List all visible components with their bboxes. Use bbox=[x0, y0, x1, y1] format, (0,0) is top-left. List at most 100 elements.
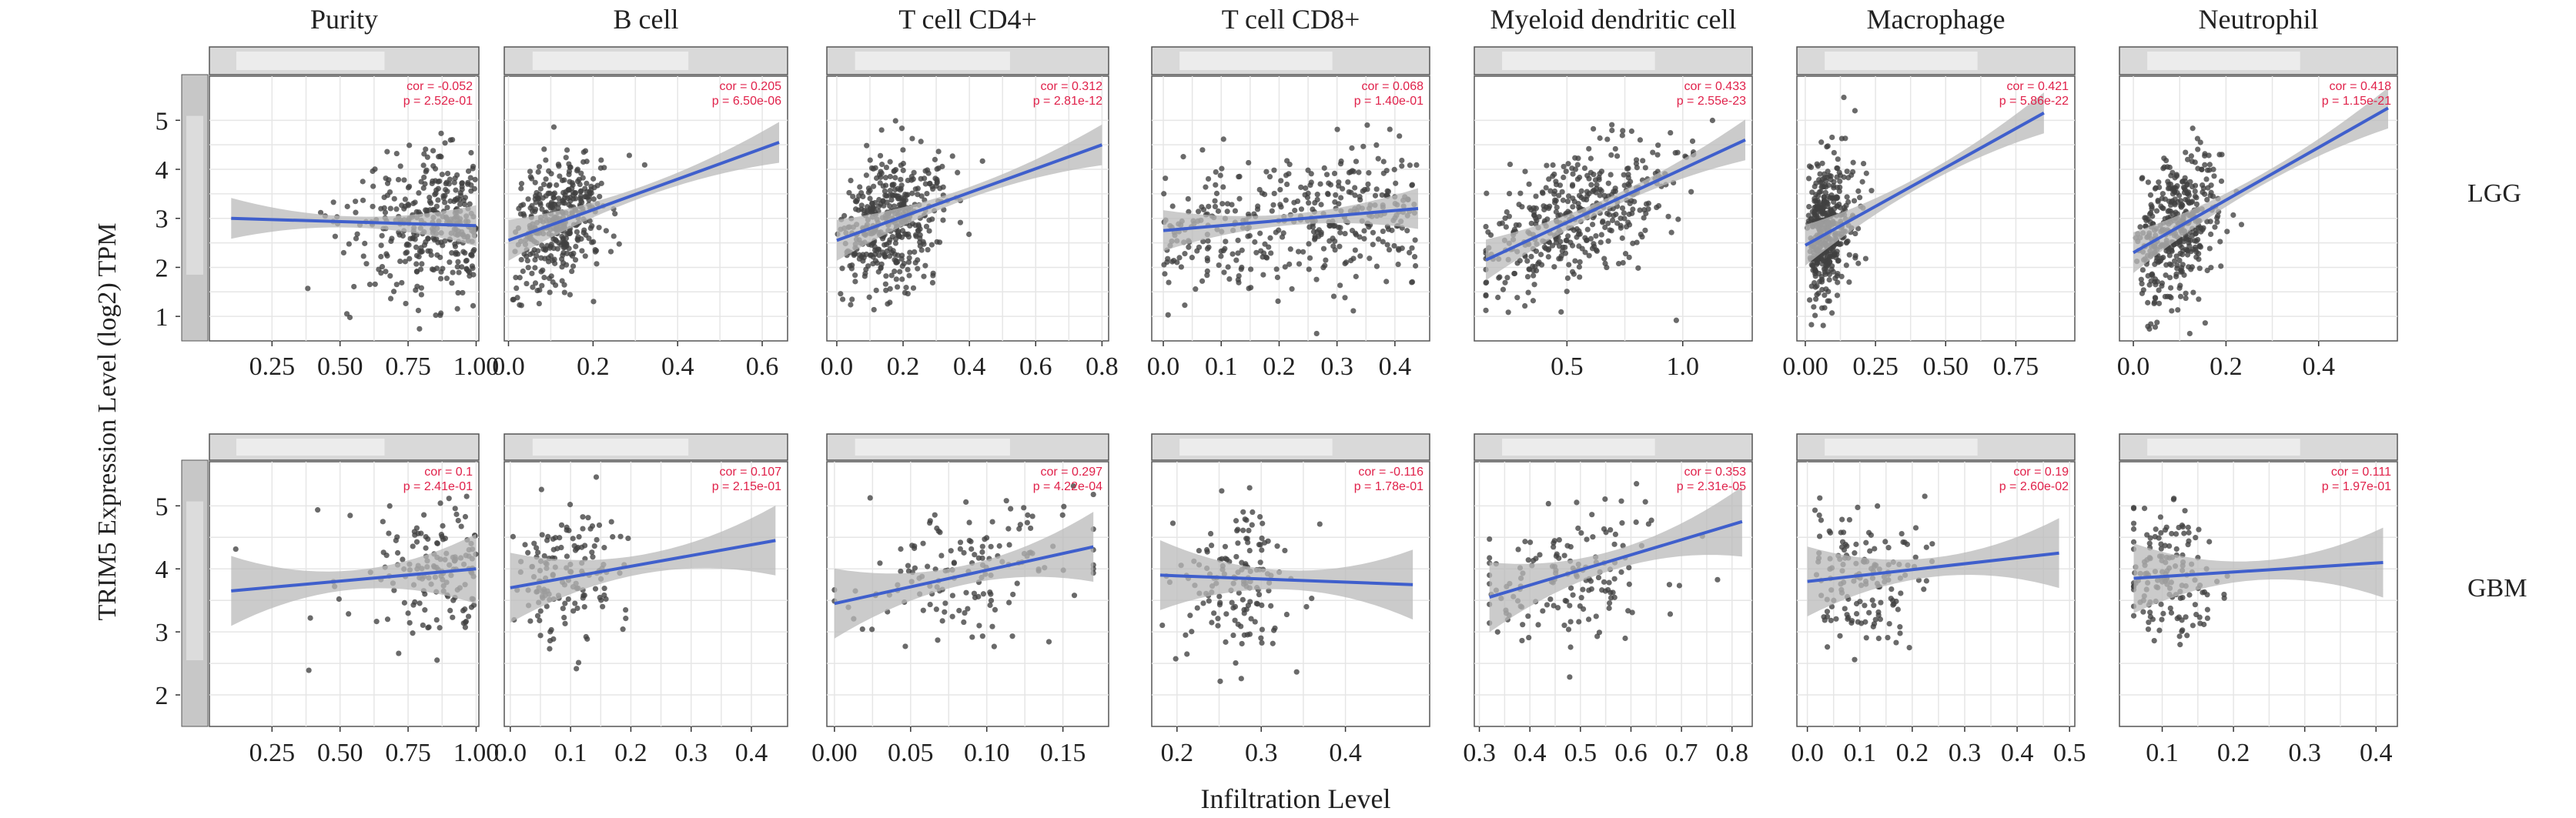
data-point bbox=[1668, 229, 1674, 235]
data-point bbox=[437, 254, 443, 261]
data-point bbox=[1531, 282, 1537, 288]
data-point bbox=[1833, 616, 1839, 622]
data-point bbox=[2139, 281, 2145, 287]
data-point bbox=[2177, 293, 2184, 299]
data-point bbox=[2156, 179, 2162, 185]
data-point bbox=[2206, 167, 2213, 173]
data-point bbox=[1230, 605, 1236, 611]
data-point bbox=[2204, 196, 2210, 203]
data-point bbox=[1626, 254, 1632, 261]
data-point bbox=[517, 302, 523, 308]
data-point bbox=[1274, 543, 1280, 549]
data-point bbox=[1195, 209, 1202, 215]
data-point bbox=[552, 282, 559, 289]
data-point bbox=[2179, 628, 2185, 635]
data-point bbox=[2167, 285, 2174, 291]
data-point bbox=[540, 182, 547, 188]
data-point bbox=[905, 259, 912, 265]
data-point bbox=[551, 190, 558, 196]
data-point bbox=[909, 135, 915, 142]
data-point bbox=[899, 276, 905, 282]
data-point bbox=[1826, 277, 1832, 283]
data-point bbox=[905, 266, 911, 272]
data-point bbox=[933, 183, 939, 189]
data-point bbox=[1630, 240, 1636, 246]
data-point bbox=[550, 206, 557, 212]
data-point bbox=[850, 193, 856, 199]
data-point bbox=[1409, 279, 1416, 285]
data-point bbox=[871, 247, 878, 253]
data-point bbox=[1929, 541, 1935, 547]
x-tick-label: 0.3 bbox=[1320, 352, 1353, 381]
data-point bbox=[1552, 197, 1558, 203]
data-point bbox=[1570, 204, 1576, 210]
data-point bbox=[418, 285, 424, 291]
data-point bbox=[391, 587, 397, 593]
data-point bbox=[1215, 208, 1222, 214]
data-point bbox=[1391, 166, 1397, 172]
data-point bbox=[979, 633, 985, 639]
data-point bbox=[1628, 128, 1634, 135]
data-point bbox=[1822, 292, 1828, 299]
data-point bbox=[865, 263, 871, 269]
data-point bbox=[1550, 162, 1556, 169]
data-point bbox=[1336, 201, 1342, 207]
data-point bbox=[2182, 508, 2188, 514]
data-point bbox=[587, 225, 594, 232]
data-point bbox=[1817, 495, 1823, 501]
data-point bbox=[1611, 189, 1617, 195]
data-point bbox=[590, 196, 597, 202]
data-point bbox=[1819, 286, 1825, 293]
data-point bbox=[915, 257, 921, 263]
data-point bbox=[912, 249, 918, 255]
data-point bbox=[1578, 529, 1584, 536]
data-point bbox=[886, 253, 893, 259]
data-point bbox=[1528, 220, 1534, 226]
data-point bbox=[545, 533, 551, 540]
data-point bbox=[1232, 617, 1238, 623]
data-point bbox=[1528, 253, 1534, 259]
data-point bbox=[370, 168, 376, 175]
data-point bbox=[1650, 149, 1656, 155]
data-point bbox=[513, 275, 519, 281]
data-point bbox=[362, 240, 368, 246]
data-point bbox=[1551, 603, 1557, 609]
data-point bbox=[447, 607, 453, 614]
data-point bbox=[1540, 608, 1546, 614]
data-point bbox=[1256, 542, 1263, 548]
data-point bbox=[1511, 270, 1518, 277]
data-point bbox=[532, 256, 538, 263]
data-point bbox=[1514, 295, 1521, 301]
data-point bbox=[1229, 251, 1236, 257]
data-point bbox=[1260, 520, 1266, 526]
data-point bbox=[1245, 233, 1251, 239]
data-point bbox=[2218, 263, 2224, 269]
data-point bbox=[437, 312, 443, 319]
data-point bbox=[1527, 205, 1533, 211]
data-point bbox=[524, 280, 530, 287]
data-point bbox=[880, 183, 886, 189]
data-point bbox=[440, 523, 446, 529]
data-point bbox=[2169, 530, 2175, 537]
data-point bbox=[1897, 624, 1903, 630]
data-point bbox=[872, 199, 878, 206]
data-point bbox=[465, 268, 471, 274]
data-point bbox=[1514, 260, 1521, 266]
data-point bbox=[548, 626, 554, 633]
data-point bbox=[1868, 532, 1874, 538]
data-point bbox=[903, 192, 909, 199]
data-point bbox=[1810, 262, 1816, 269]
data-point bbox=[518, 185, 524, 192]
data-point bbox=[2140, 287, 2146, 293]
data-point bbox=[1253, 600, 1260, 606]
data-point bbox=[887, 237, 893, 243]
data-point bbox=[1565, 233, 1571, 239]
data-point bbox=[1292, 207, 1298, 214]
data-point bbox=[1296, 261, 1303, 267]
data-point bbox=[1604, 136, 1611, 142]
data-point bbox=[1818, 276, 1825, 282]
data-point bbox=[1229, 202, 1235, 208]
data-point bbox=[1524, 258, 1531, 264]
data-point bbox=[909, 190, 915, 196]
data-point bbox=[1821, 199, 1827, 205]
